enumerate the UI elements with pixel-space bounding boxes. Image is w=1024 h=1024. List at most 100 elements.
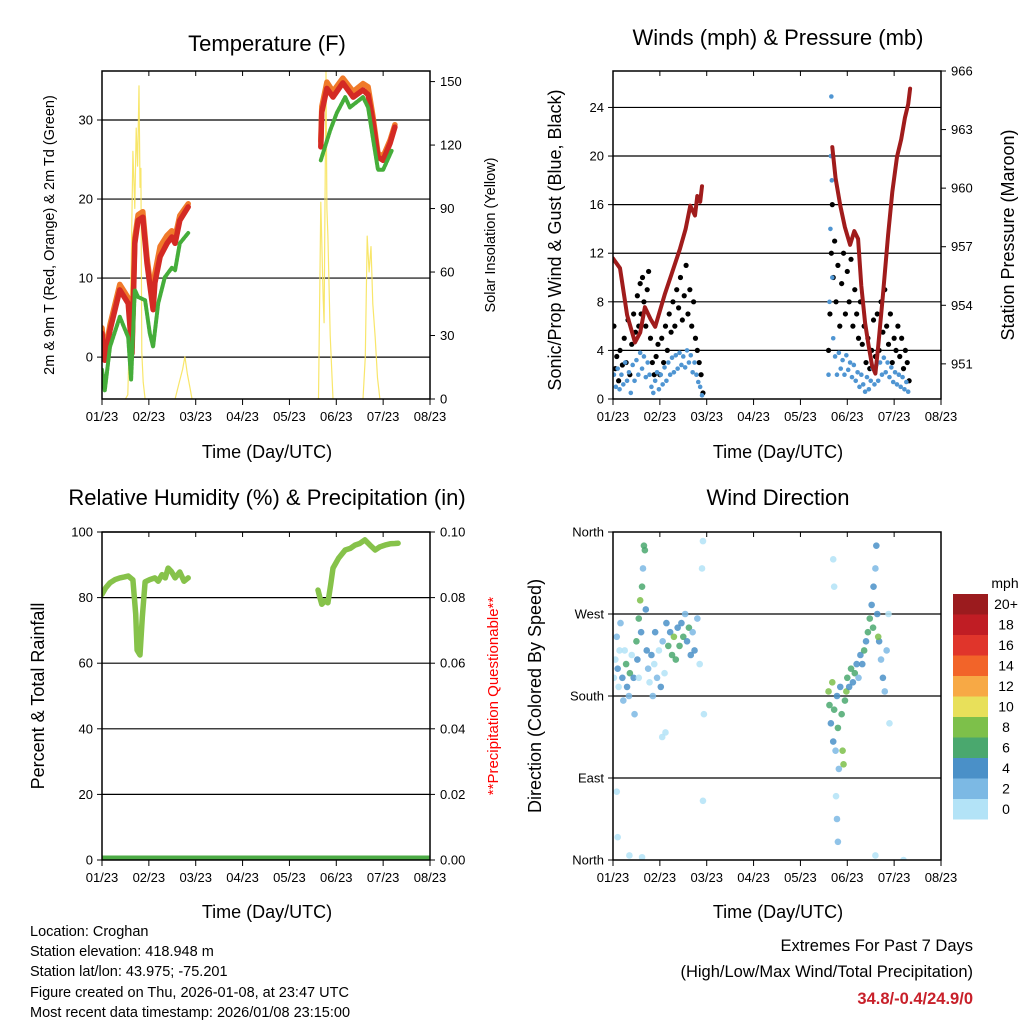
- gust-point: [859, 341, 865, 347]
- 2m-t-line: [318, 80, 398, 164]
- wind-point: [890, 379, 896, 385]
- wind-direction-point: [670, 633, 678, 641]
- gust-point: [676, 305, 682, 311]
- wind-point: [624, 378, 630, 384]
- gust-point: [698, 372, 704, 378]
- gust-point: [661, 359, 667, 366]
- gust-point: [685, 311, 691, 317]
- right-y-tick-label: 963: [951, 122, 973, 137]
- gust-point: [690, 299, 697, 305]
- gust-point: [842, 311, 849, 317]
- wind-direction-point: [698, 565, 706, 572]
- wind-direction-point: [832, 792, 840, 800]
- wind-point: [827, 299, 832, 305]
- wind-point: [695, 379, 701, 385]
- chart-panel-0: 0 10 20 30 0 30 60 90 120 150 01/23 02/23 03/23 04/23…: [79, 70, 462, 424]
- wind-point: [898, 384, 904, 390]
- solar-insolation-line: [174, 356, 193, 399]
- gust-point: [870, 317, 877, 323]
- wind-direction-point: [696, 660, 703, 668]
- wind-point: [857, 384, 862, 390]
- wind-point: [673, 352, 679, 358]
- gust-point: [647, 335, 654, 341]
- gust-point: [694, 347, 700, 354]
- x-tick-label: 03/23: [179, 409, 212, 424]
- gust-point: [674, 287, 680, 293]
- extremes-values: 34.8/-0.4/24.9/0: [857, 990, 973, 1008]
- gust-point: [897, 353, 903, 360]
- wind-point: [671, 369, 677, 375]
- wind-direction-point: [868, 601, 875, 609]
- right-y-tick-label: 954: [951, 298, 973, 313]
- gust-point: [899, 335, 905, 341]
- winds-x-axis-title: Time (Day/UTC): [713, 442, 843, 462]
- gust-point: [854, 311, 860, 317]
- gust-point: [629, 341, 635, 347]
- wind-direction-point: [641, 546, 649, 554]
- wind-direction-point: [838, 710, 845, 718]
- y-tick-label: 20: [79, 192, 93, 207]
- wind-point: [613, 372, 617, 378]
- wind-point: [694, 372, 699, 378]
- x-tick-label: 06/23: [831, 870, 864, 885]
- right-y-tick-label: 30: [440, 328, 454, 343]
- y-tick-label: 20: [79, 787, 93, 802]
- 2m-td-line: [102, 231, 191, 393]
- gust-point: [662, 323, 669, 329]
- x-tick-label: 04/23: [737, 409, 770, 424]
- chart-panel-2: 0 20 40 60 80 100 0.00 0.02 0.04 0.06 0.08 0.10 01/2…: [71, 525, 465, 886]
- gust-point: [852, 287, 858, 293]
- wind-direction-point: [663, 619, 670, 627]
- y-tick-label: 12: [590, 246, 604, 261]
- y-tick-label: 16: [590, 197, 604, 212]
- gust-point: [839, 280, 845, 287]
- wind-direction-point: [879, 674, 887, 682]
- right-y-tick-label: 0.06: [440, 656, 465, 671]
- wind-direction-point: [699, 797, 707, 805]
- wind-point: [692, 360, 697, 365]
- wind-direction-point: [883, 647, 890, 654]
- wind-direction-point: [646, 679, 653, 686]
- wind-point: [855, 369, 860, 375]
- y-tick-label: 4: [597, 343, 604, 358]
- wind-point: [630, 362, 635, 368]
- wind-point: [656, 386, 662, 392]
- wind-point: [905, 389, 911, 395]
- wind-point: [686, 360, 692, 365]
- gust-point: [904, 359, 910, 366]
- gust-point: [825, 347, 832, 354]
- x-tick-label: 02/23: [133, 870, 166, 885]
- relative-humidity-line: [315, 537, 401, 607]
- x-tick-label: 08/23: [925, 870, 958, 885]
- wind-point: [889, 365, 894, 370]
- wind-direction-point: [633, 638, 640, 645]
- x-tick-label: 06/23: [320, 409, 353, 424]
- x-tick-label: 08/23: [925, 409, 958, 424]
- wind-point: [842, 372, 847, 378]
- y-tick-label: 30: [79, 113, 93, 128]
- wind-point: [868, 378, 874, 384]
- wind-point: [875, 378, 881, 384]
- gust-point: [668, 329, 674, 335]
- right-y-tick-label: 951: [951, 356, 973, 371]
- winds-y-axis-title: Sonic/Prop Wind & Gust (Blue, Black): [545, 89, 565, 390]
- wind-direction-point: [862, 638, 870, 645]
- wind-direction-point: [841, 697, 849, 704]
- right-y-tick-label: 960: [951, 181, 973, 196]
- wind-point: [645, 360, 650, 365]
- wind-direction-point: [638, 583, 646, 590]
- gust-point: [885, 341, 892, 347]
- wind-direction-point: [870, 583, 877, 590]
- plot-area: [613, 537, 907, 860]
- wind-direction-point: [613, 674, 618, 682]
- wind-point: [872, 382, 877, 387]
- wind-direction-point: [683, 638, 691, 645]
- gust-point: [900, 366, 907, 372]
- gust-point: [895, 323, 901, 329]
- wind-point: [832, 354, 838, 359]
- gust-point: [687, 287, 693, 293]
- wind-point: [684, 348, 690, 353]
- wind-direction-point: [874, 633, 882, 641]
- wind-direction-point: [621, 647, 629, 654]
- gust-point: [846, 299, 852, 305]
